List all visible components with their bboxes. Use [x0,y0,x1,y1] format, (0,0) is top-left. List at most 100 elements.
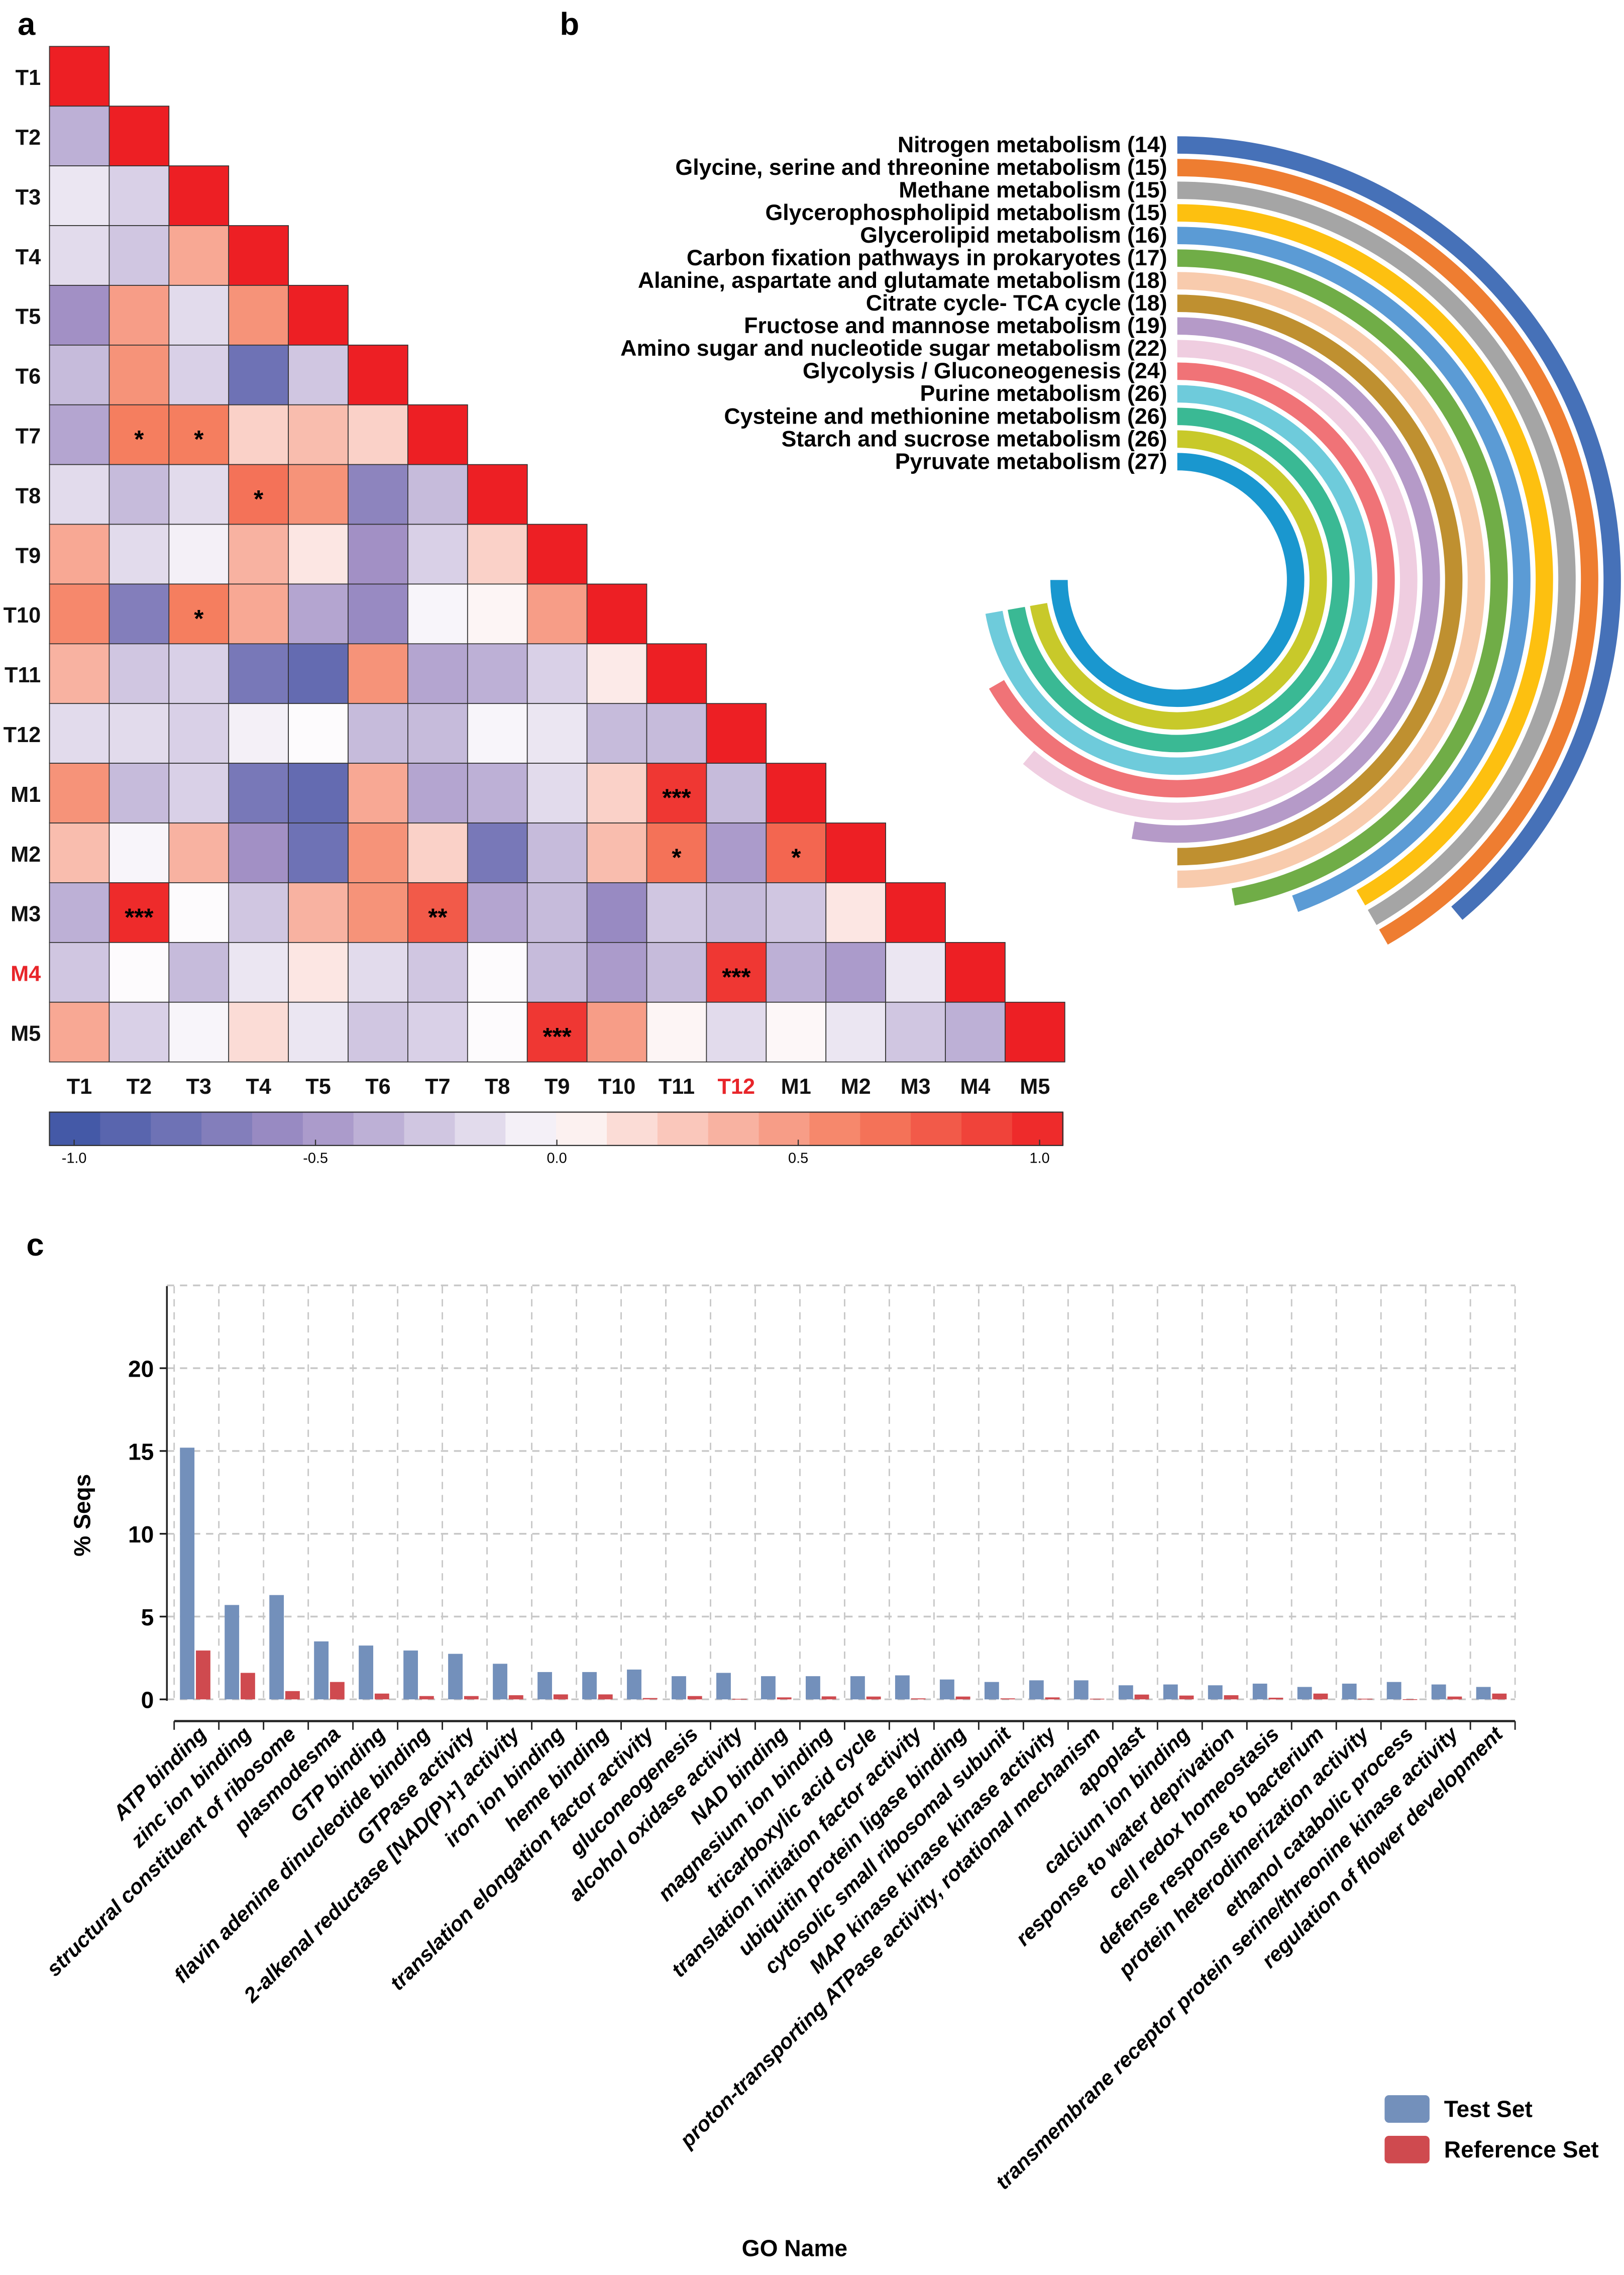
radial-bar-arc [1177,227,1531,912]
heatmap-cell [467,643,528,704]
bar-reference-set [419,1696,434,1700]
heatmap-cell [526,1001,588,1063]
heatmap-cell [109,464,170,525]
heatmap-cell [526,822,588,883]
radial-bar-label: Pyruvate metabolism (27) [895,449,1167,474]
heatmap-cell [646,942,707,1003]
row-label: T8 [16,484,41,508]
column-label: M5 [1020,1075,1050,1099]
bar-test-set [225,1605,240,1700]
heatmap-cell [228,583,289,645]
radial-bar-label: Amino sugar and nucleotide sugar metabol… [620,336,1167,361]
row-label: M2 [11,843,41,867]
heatmap-cell [49,285,110,346]
significance-mark: *** [543,1023,572,1051]
significance-mark: *** [722,964,751,991]
bar-test-set [939,1679,954,1700]
radial-bar-arc [1131,317,1440,843]
heatmap-cell [1005,1001,1065,1063]
heatmap-cell [228,285,289,346]
bar-reference-set [1313,1693,1328,1700]
heatmap-cell [467,1001,528,1063]
heatmap-cell [109,882,170,943]
heatmap-cell [288,703,349,764]
colorbar-step [49,1112,101,1146]
column-label: T8 [485,1075,510,1099]
heatmap-cell [49,583,110,645]
heatmap-cell [586,763,647,823]
heatmap-cell [825,882,886,943]
y-tick-label: 15 [128,1438,154,1465]
colorbar-step [151,1112,202,1146]
row-label: T5 [16,305,41,329]
bar-reference-set [1492,1693,1507,1700]
heatmap-cell [825,1001,886,1063]
significance-mark: * [194,605,204,633]
heatmap-cell [706,882,767,943]
heatmap-cell [407,942,468,1003]
heatmap-cell [586,1001,647,1063]
row-label: T11 [5,663,41,687]
bar-test-set [537,1672,552,1700]
heatmap-cell [168,464,230,525]
heatmap-cell [646,643,707,704]
heatmap-cell [49,344,110,405]
radial-bar-label: Fructose and mannose metabolism (19) [744,314,1167,338]
radial-bar-arc [1177,294,1463,866]
heatmap-cell [288,524,349,585]
row-label: T3 [16,185,41,210]
column-label: T2 [127,1075,152,1099]
bar-test-set [1029,1680,1044,1700]
bar-test-set [761,1676,776,1700]
heatmap-cell [168,882,230,943]
heatmap-cell [109,942,170,1003]
heatmap-cell [228,643,289,704]
radial-bar-label: Nitrogen metabolism (14) [898,133,1167,157]
heatmap-cell [168,822,230,883]
heatmap-cell [228,404,289,465]
radial-bar-arc [1177,159,1598,945]
radial-bar-label: Cysteine and methionine metabolism (26) [724,404,1167,429]
legend-swatch [1384,2135,1430,2163]
radial-bar-arc [1177,249,1508,906]
significance-mark: * [254,486,264,513]
heatmap-cell [407,763,468,823]
heatmap-cell [586,882,647,943]
heatmap-cell [526,942,588,1003]
bar-test-set [1163,1684,1178,1700]
bar-reference-set [598,1694,613,1700]
heatmap-cell [467,882,528,943]
colorbar-step [911,1112,962,1146]
heatmap-cell [526,643,588,704]
heatmap-cell [407,643,468,704]
row-label: M1 [11,783,41,807]
column-label: M4 [960,1075,990,1099]
heatmap-cell [49,1001,110,1063]
bar-reference-set [955,1696,970,1700]
column-label: M3 [900,1075,930,1099]
heatmap-cell [348,464,408,525]
row-label: T7 [16,425,41,449]
heatmap-cell [526,882,588,943]
legend-swatch [1384,2095,1430,2123]
heatmap-cell [49,703,110,764]
bar-test-set [1118,1685,1133,1700]
heatmap-cell [706,763,767,823]
radial-bar-label: Starch and sucrose metabolism (26) [782,427,1167,451]
heatmap-cell [109,524,170,585]
heatmap-cell [109,763,170,823]
radial-bar-label: Glycine, serine and threonine metabolism… [675,155,1167,180]
significance-mark: ** [428,904,448,931]
heatmap-cell [228,524,289,585]
colorbar-frame [49,1111,1063,1147]
bar-reference-set [285,1691,300,1700]
heatmap-cell [646,703,707,764]
bar-test-set [1431,1684,1446,1700]
row-label: T2 [16,126,41,150]
heatmap-cell [288,583,349,645]
radial-bar-arc [1050,453,1305,707]
column-label: T12 [718,1075,755,1099]
heatmap-cell [228,464,289,525]
bar-test-set [716,1673,731,1700]
heatmap-cell [467,822,528,883]
